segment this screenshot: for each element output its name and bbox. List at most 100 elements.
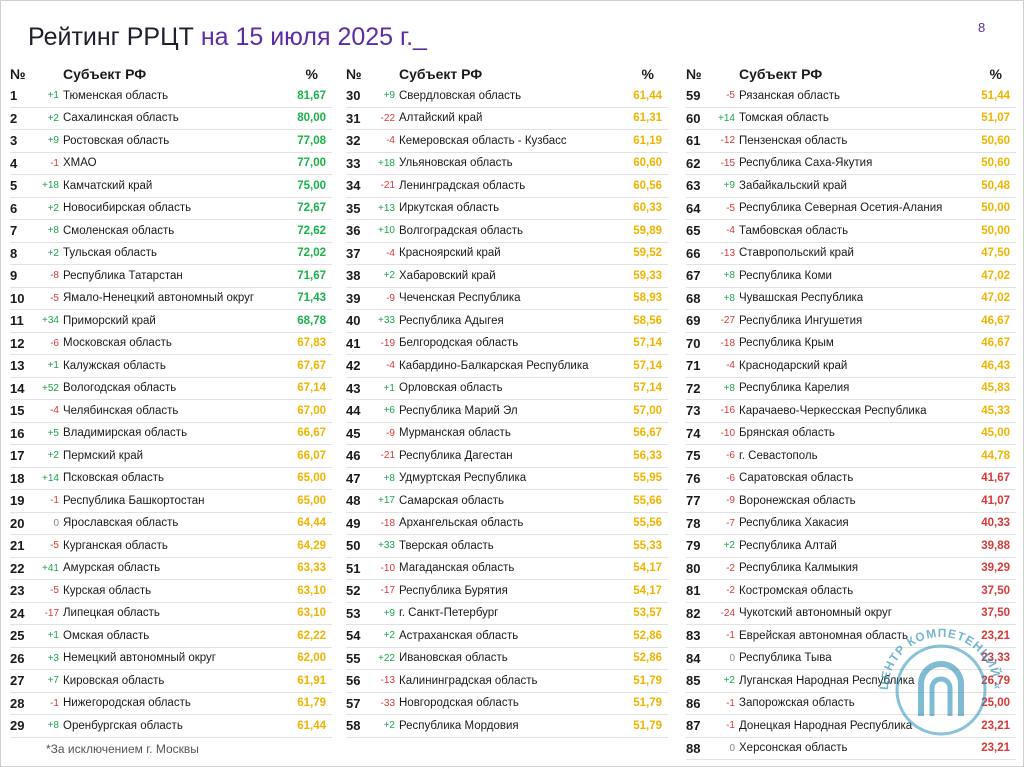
table-row: 12 -6 Московская область 67,83 (10, 333, 332, 355)
header-rank: № (10, 65, 26, 82)
row-percent: 26,79 (981, 674, 1010, 687)
row-percent: 58,93 (633, 292, 662, 305)
table-row: 81 -2 Костромская область 37,50 (686, 580, 1016, 603)
row-subject-name: Республика Хакасия (739, 517, 849, 530)
table-row: 46 -21 Республика Дагестан 56,33 (346, 445, 668, 468)
row-percent: 40,33 (981, 517, 1010, 530)
row-rank: 39 (346, 290, 361, 306)
row-subject-name: Пермский край (63, 449, 144, 462)
row-change: +3 (47, 652, 59, 664)
row-subject-name: Республика Алтай (739, 539, 837, 552)
row-subject-name: Астраханская область (399, 629, 519, 642)
table-row: 21 -5 Курганская область 64,29 (10, 535, 332, 558)
row-percent: 56,67 (633, 427, 662, 440)
row-change: +33 (378, 315, 395, 327)
table-row: 43 +1 Орловская область 57,14 (346, 378, 668, 400)
row-subject-name: Тюменская область (63, 89, 169, 102)
header-pct: % (641, 65, 654, 82)
row-subject-name: Донецкая Народная Республика (739, 719, 913, 732)
row-subject-name: Владимирская область (63, 427, 188, 440)
row-subject-name: Ростовская область (63, 134, 170, 147)
table-row: 47 +8 Удмуртская Республика 55,95 (346, 468, 668, 490)
row-subject-name: Калужская область (63, 359, 166, 372)
row-subject-name: Архангельская область (399, 517, 524, 530)
row-change: +5 (47, 427, 59, 439)
row-percent: 45,00 (981, 427, 1010, 440)
row-rank: 30 (346, 88, 361, 104)
table-row: 19 -1 Республика Башкортостан 65,00 (10, 490, 332, 513)
row-percent: 51,79 (633, 674, 662, 687)
row-subject-name: Краснодарский край (739, 359, 848, 372)
rating-rows: 59 -5 Рязанская область 51,44 60 +14 Томская о… (686, 85, 1016, 760)
table-row: 70 -18 Республика Крым 46,67 (686, 333, 1016, 355)
row-percent: 57,14 (633, 382, 662, 395)
row-change: 0 (729, 742, 735, 754)
row-rank: 41 (346, 335, 361, 351)
table-row: 3 +9 Ростовская область 77,08 (10, 130, 332, 153)
row-change: -1 (50, 697, 59, 709)
row-subject-name: Московская область (63, 337, 172, 350)
row-percent: 51,79 (633, 697, 662, 710)
row-subject-name: Рязанская область (739, 89, 840, 102)
rating-rows: 1 +1 Тюменская область 81,67 2 +2 Сахалинская … (10, 85, 332, 738)
row-change: -22 (380, 112, 395, 124)
row-subject-name: Волгоградская область (399, 224, 523, 237)
row-change: -21 (380, 450, 395, 462)
row-change: +8 (723, 292, 735, 304)
row-subject-name: Калининградская область (399, 674, 538, 687)
row-subject-name: Республика Бурятия (399, 584, 508, 597)
table-row: 67 +8 Республика Коми 47,02 (686, 265, 1016, 288)
table-row: 5 +18 Камчатский край 75,00 (10, 175, 332, 198)
row-percent: 25,00 (981, 697, 1010, 710)
row-change: +2 (47, 450, 59, 462)
row-subject-name: Вологодская область (63, 382, 177, 395)
table-row: 71 -4 Краснодарский край 46,43 (686, 355, 1016, 378)
table-row: 84 0 Республика Тыва 23,33 (686, 648, 1016, 670)
row-subject-name: г. Севастополь (739, 449, 818, 462)
row-change: +2 (383, 630, 395, 642)
table-row: 68 +8 Чувашская Республика 47,02 (686, 288, 1016, 310)
row-percent: 80,00 (297, 112, 326, 125)
row-subject-name: Орловская область (399, 382, 503, 395)
table-row: 69 -27 Республика Ингушетия 46,67 (686, 310, 1016, 333)
row-rank: 60 (686, 110, 701, 126)
table-row: 63 +9 Забайкальский край 50,48 (686, 175, 1016, 198)
row-change: +8 (723, 382, 735, 394)
row-change: +8 (47, 225, 59, 237)
row-rank: 52 (346, 583, 361, 599)
row-subject-name: Липецкая область (63, 607, 160, 620)
row-subject-name: Саратовская область (739, 472, 854, 485)
row-subject-name: Оренбургская область (63, 719, 183, 732)
row-rank: 34 (346, 178, 361, 194)
row-subject-name: Омская область (63, 629, 150, 642)
table-row: 39 -9 Чеченская Республика 58,93 (346, 288, 668, 310)
row-change: -6 (50, 337, 59, 349)
row-rank: 71 (686, 358, 701, 374)
table-row: 14 +52 Вологодская область 67,14 (10, 378, 332, 400)
row-percent: 63,33 (297, 562, 326, 575)
row-percent: 23,33 (981, 652, 1010, 665)
row-change: +13 (378, 202, 395, 214)
table-row: 37 -4 Красноярский край 59,52 (346, 243, 668, 265)
row-percent: 39,29 (981, 562, 1010, 575)
footnote: *За исключением г. Москвы (46, 742, 199, 756)
row-change: +2 (383, 720, 395, 732)
row-percent: 55,95 (633, 472, 662, 485)
row-rank: 85 (686, 673, 701, 689)
row-change: -1 (726, 630, 735, 642)
row-rank: 31 (346, 110, 361, 126)
row-subject-name: Республика Ингушетия (739, 314, 863, 327)
row-percent: 72,67 (297, 202, 326, 215)
row-percent: 52,86 (633, 652, 662, 665)
row-percent: 51,07 (981, 112, 1010, 125)
table-row: 23 -5 Курская область 63,10 (10, 580, 332, 603)
row-subject-name: ХМАО (63, 157, 97, 170)
table-row: 13 +1 Калужская область 67,67 (10, 355, 332, 378)
table-row: 73 -16 Карачаево-Черкесская Республика 45,3… (686, 400, 1016, 423)
row-subject-name: Республика Мордовия (399, 719, 519, 732)
row-rank: 14 (10, 380, 25, 396)
row-change: -16 (720, 405, 735, 417)
row-rank: 69 (686, 313, 701, 329)
row-rank: 72 (686, 380, 701, 396)
table-row: 10 -5 Ямало-Ненецкий автономный округ 71,43 (10, 288, 332, 310)
